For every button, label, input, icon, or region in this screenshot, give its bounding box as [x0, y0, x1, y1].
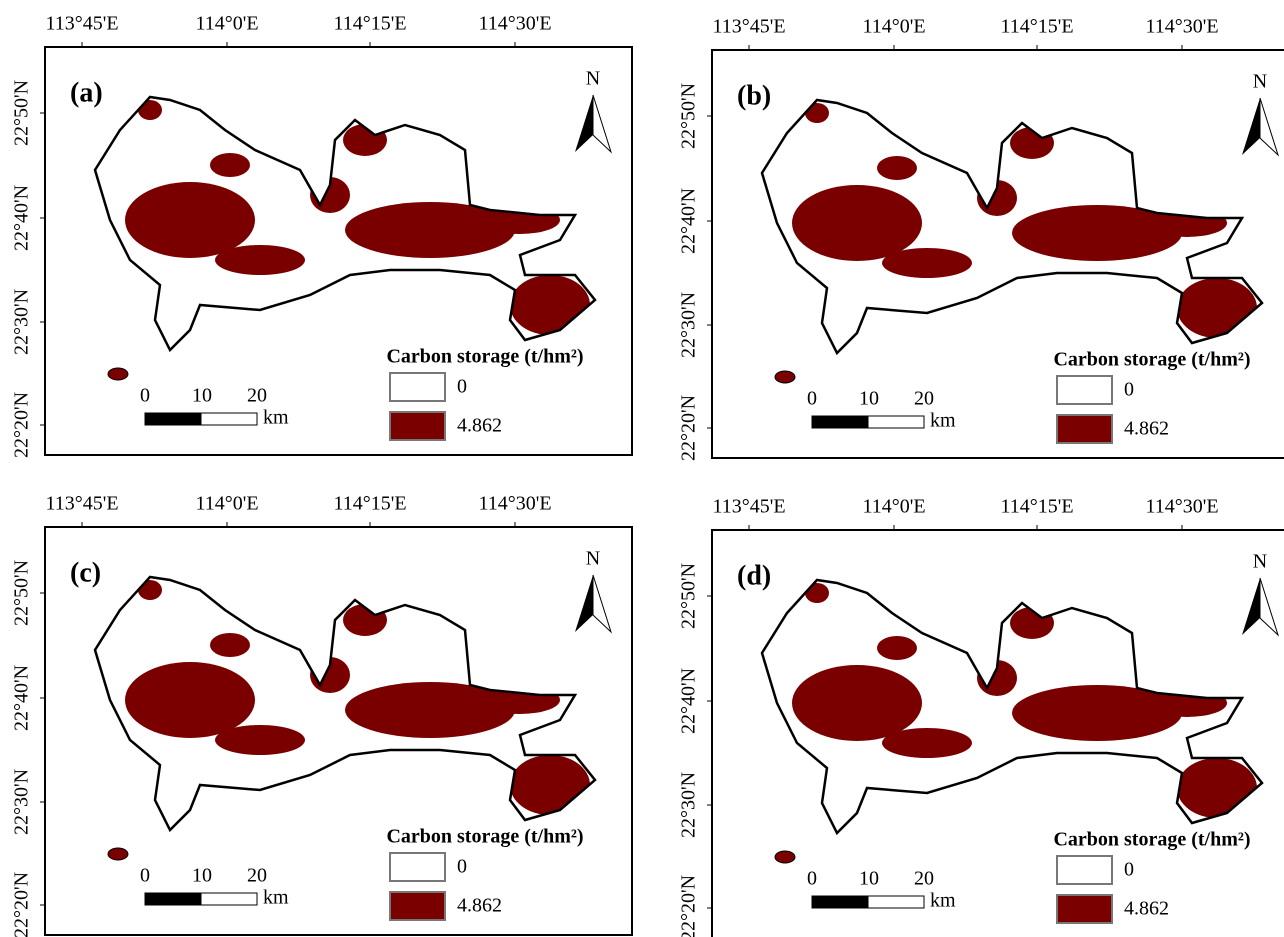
scale-label: 0 — [807, 388, 817, 410]
lat-tick-label: 22°20'N — [678, 875, 700, 937]
lat-tick-label: 22°40'N — [11, 665, 33, 731]
lat-tick-label: 22°30'N — [678, 292, 700, 358]
lon-tick-label: 114°0'E — [862, 496, 925, 518]
north-arrow — [1259, 577, 1280, 637]
scale-label: 10 — [192, 385, 212, 407]
scale-unit: km — [930, 410, 956, 432]
north-arrow — [1242, 98, 1260, 155]
scale-unit: km — [263, 407, 289, 429]
map-panel: 113°45'E 114°0'E 114°15'E 114°30'E 22°50'N 22… — [11, 493, 633, 937]
north-arrow — [1242, 578, 1260, 635]
map-panel: 113°45'E 114°0'E 114°15'E 114°30'E 22°50'N 22… — [678, 496, 1284, 937]
lat-tick-label: 22°30'N — [11, 769, 33, 835]
legend-swatch — [1056, 894, 1113, 924]
scale-label: 20 — [247, 385, 267, 407]
north-label: N — [1253, 71, 1267, 93]
lat-tick-label: 22°50'N — [678, 83, 700, 149]
north-label: N — [586, 548, 600, 570]
legend-title: Carbon storage (t/hm²) — [1053, 349, 1250, 371]
legend-label: 4.862 — [1124, 898, 1169, 920]
scale-bar — [867, 895, 925, 909]
north-arrow — [1259, 97, 1280, 157]
north-arrow — [575, 95, 593, 152]
panel-label: (b) — [737, 80, 771, 111]
legend-title: Carbon storage (t/hm²) — [386, 826, 583, 848]
panel-label: (c) — [70, 557, 101, 588]
north-arrow — [592, 574, 613, 634]
scale-bar — [867, 415, 925, 429]
scale-bar — [200, 412, 258, 426]
scale-label: 10 — [192, 865, 212, 887]
north-arrow — [575, 575, 593, 632]
lon-tick-label: 114°15'E — [333, 493, 406, 515]
north-label: N — [1253, 551, 1267, 573]
lon-tick-label: 114°30'E — [1145, 496, 1218, 518]
scale-label: 10 — [859, 868, 879, 890]
lat-tick-label: 22°50'N — [11, 560, 33, 626]
scale-label: 0 — [140, 385, 150, 407]
lon-tick-label: 113°45'E — [45, 493, 118, 515]
lon-tick-label: 113°45'E — [712, 16, 785, 38]
legend-title: Carbon storage (t/hm²) — [1053, 829, 1250, 851]
scale-bar — [200, 892, 258, 906]
legend-label: 0 — [457, 376, 467, 398]
lon-tick-label: 114°0'E — [862, 16, 925, 38]
lon-tick-label: 114°15'E — [1000, 16, 1073, 38]
scale-unit: km — [263, 887, 289, 909]
north-label: N — [586, 68, 600, 90]
lat-tick-label: 22°50'N — [11, 80, 33, 146]
lon-tick-label: 114°15'E — [1000, 496, 1073, 518]
legend-swatch — [389, 891, 446, 921]
scale-label: 10 — [859, 388, 879, 410]
scale-label: 0 — [140, 865, 150, 887]
scale-bar — [811, 415, 869, 429]
lat-tick-label: 22°20'N — [11, 392, 33, 458]
legend-label: 0 — [1124, 859, 1134, 881]
legend-label: 0 — [457, 856, 467, 878]
legend-label: 4.862 — [457, 415, 502, 437]
panel-label: (d) — [737, 560, 771, 591]
north-arrow — [592, 94, 613, 154]
legend-label: 0 — [1124, 379, 1134, 401]
legend-swatch — [389, 372, 446, 402]
lat-tick-label: 22°50'N — [678, 563, 700, 629]
legend-swatch — [1056, 855, 1113, 885]
lat-tick-label: 22°30'N — [11, 289, 33, 355]
scale-label: 20 — [914, 868, 934, 890]
legend-swatch — [389, 411, 446, 441]
legend-swatch — [1056, 414, 1113, 444]
lon-tick-label: 114°30'E — [478, 493, 551, 515]
lon-tick-label: 114°30'E — [478, 13, 551, 35]
lat-tick-label: 22°20'N — [678, 395, 700, 461]
lon-tick-label: 114°30'E — [1145, 16, 1218, 38]
scale-unit: km — [930, 890, 956, 912]
scale-label: 20 — [914, 388, 934, 410]
scale-label: 20 — [247, 865, 267, 887]
panel-label: (a) — [70, 77, 103, 108]
map-panel: 113°45'E 114°0'E 114°15'E 114°30'E 22°50'N 22… — [11, 13, 633, 458]
scale-bar — [144, 412, 202, 426]
legend-label: 4.862 — [1124, 418, 1169, 440]
lon-tick-label: 114°15'E — [333, 13, 406, 35]
lon-tick-label: 113°45'E — [45, 13, 118, 35]
scale-label: 0 — [807, 868, 817, 890]
lon-tick-label: 113°45'E — [712, 496, 785, 518]
lat-tick-label: 22°40'N — [678, 668, 700, 734]
lat-tick-label: 22°40'N — [678, 188, 700, 254]
legend-swatch — [389, 852, 446, 882]
scale-bar — [811, 895, 869, 909]
lon-tick-label: 114°0'E — [195, 493, 258, 515]
map-panel: 113°45'E 114°0'E 114°15'E 114°30'E 22°50'N 22… — [678, 16, 1284, 461]
legend-title: Carbon storage (t/hm²) — [386, 346, 583, 368]
lon-tick-label: 114°0'E — [195, 13, 258, 35]
lat-tick-label: 22°20'N — [11, 872, 33, 937]
lat-tick-label: 22°40'N — [11, 185, 33, 251]
legend-label: 4.862 — [457, 895, 502, 917]
lat-tick-label: 22°30'N — [678, 772, 700, 838]
legend-swatch — [1056, 375, 1113, 405]
scale-bar — [144, 892, 202, 906]
